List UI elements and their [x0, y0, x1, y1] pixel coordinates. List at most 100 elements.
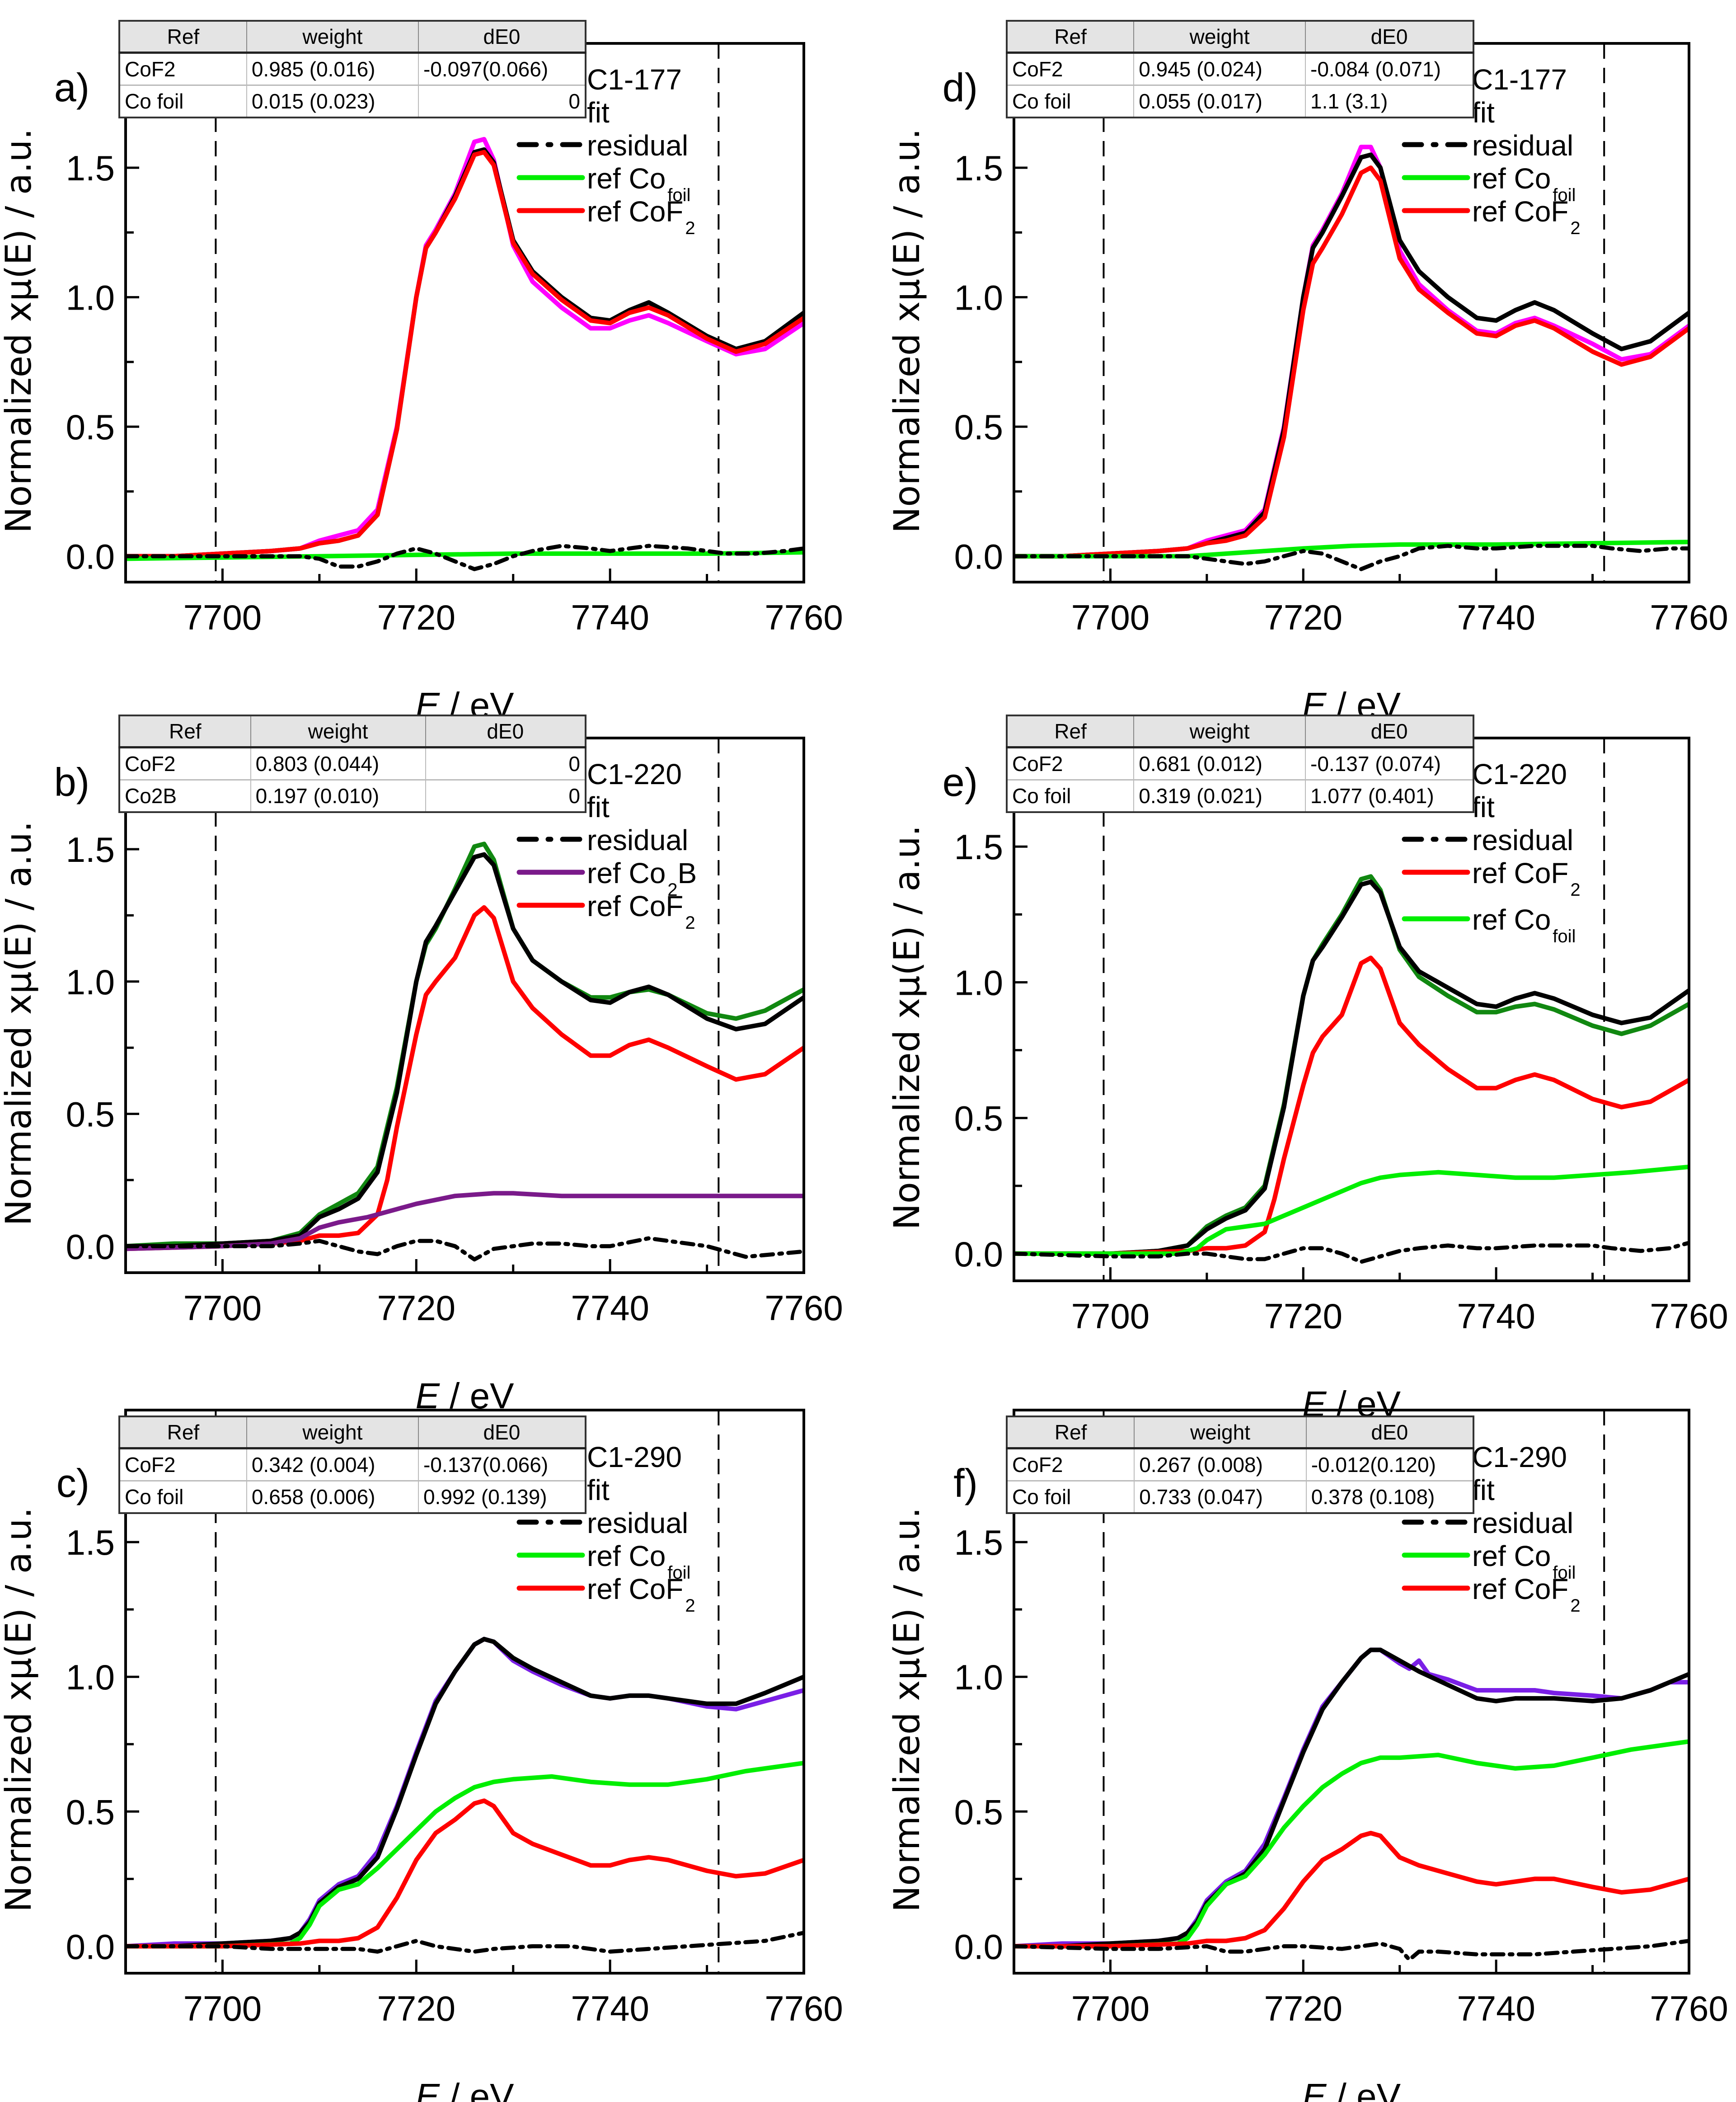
- legend-label: ref Cofoil: [1472, 903, 1576, 946]
- table-header-ref: Ref: [119, 715, 251, 748]
- table-header-de0: dE0: [1306, 1416, 1473, 1449]
- y-tick-label: 0.5: [66, 407, 115, 447]
- y-tick-label: 1.5: [66, 830, 115, 870]
- x-tick-label: 7700: [1071, 597, 1150, 637]
- table-row: CoF2 0.985 (0.016) -0.097(0.066): [119, 52, 586, 86]
- series-residual: [1014, 1939, 1689, 1962]
- legend-label: C1-177: [1472, 63, 1567, 96]
- table-row: Co foil 0.319 (0.021) 1.077 (0.401): [1007, 780, 1473, 812]
- de0-cell: 1.1 (3.1): [1310, 89, 1388, 113]
- de0-cell: 0: [425, 747, 586, 781]
- series-ref-cof2: [126, 905, 804, 1251]
- x-tick-label: 7740: [1457, 1296, 1535, 1336]
- x-tick-label: 7760: [765, 597, 843, 637]
- legend-item: residual: [1402, 824, 1573, 856]
- table-row: CoF2 0.267 (0.008) -0.012(0.120): [1007, 1448, 1473, 1481]
- x-tick-label: 7760: [1650, 1989, 1728, 2028]
- x-tick-label: 7700: [183, 1989, 262, 2028]
- table-header-weight: weight: [246, 1416, 419, 1449]
- weight-cell: 0.267 (0.008): [1134, 1448, 1307, 1481]
- table-header-de0: dE0: [425, 715, 586, 748]
- legend-label: residual: [1472, 129, 1573, 162]
- ref-cell: Co foil: [1007, 85, 1135, 118]
- table-row: CoF2 0.803 (0.044) 0: [119, 747, 586, 781]
- series-ref-co-foil: [1014, 1739, 1689, 1949]
- series-ref-co-foil: [1014, 540, 1689, 559]
- legend-label: fit: [1472, 96, 1495, 129]
- table-header-ref: Ref: [119, 1416, 247, 1449]
- y-tick-label: 1.0: [66, 962, 115, 1002]
- series-fit: [126, 852, 804, 1249]
- x-tick-label: 7720: [1264, 1989, 1343, 2028]
- legend-label: ref CoF2: [1472, 857, 1581, 900]
- series-fit: [126, 1636, 804, 1949]
- x-tick-label: 7700: [1071, 1989, 1150, 2028]
- y-tick-label: 0.0: [954, 1927, 1003, 1966]
- y-tick-label: 0.0: [954, 1234, 1003, 1274]
- y-tick-label: 0.0: [954, 537, 1003, 577]
- series-c1-290: [1014, 1647, 1689, 1949]
- panel-label: f): [953, 1461, 978, 1505]
- legend-item: ref Cofoil: [516, 162, 690, 205]
- legend-item: ref Co2B: [516, 857, 697, 900]
- y-axis-label: Normalized xμ(E) / a.u.: [0, 1507, 39, 1912]
- axes-frame: [124, 1409, 805, 1975]
- y-tick-label: 1.0: [954, 963, 1003, 1002]
- weight-cell: 0.985 (0.016): [246, 52, 419, 86]
- legend-label: residual: [587, 824, 688, 856]
- y-tick-label: 0.5: [954, 407, 1003, 447]
- legend-label: residual: [1472, 824, 1573, 856]
- panel-label: b): [54, 760, 89, 804]
- table-header-ref: Ref: [1007, 21, 1135, 54]
- legend-item: residual: [1402, 1507, 1573, 1539]
- legend-label: ref CoF2: [587, 1573, 695, 1616]
- series-residual: [1014, 1241, 1689, 1264]
- fit-results-table: Ref weight dE0 CoF2 0.803 (0.044) 0 Co2B 0.197 …: [118, 715, 586, 813]
- legend-label: fit: [1472, 1474, 1495, 1506]
- weight-cell: 0.342 (0.004): [246, 1448, 419, 1481]
- legend-label: C1-220: [587, 758, 682, 790]
- weight-cell: 0.055 (0.017): [1134, 85, 1306, 118]
- y-axis-label: Normalized xμ(E) / a.u.: [887, 128, 928, 533]
- axes-frame: [1013, 42, 1690, 583]
- legend-item: ref CoF2: [1402, 1573, 1581, 1616]
- x-tick-label: 7760: [1650, 597, 1728, 637]
- series-ref-co2b: [126, 1191, 804, 1251]
- x-tick-label: 7720: [377, 1989, 456, 2028]
- de0-cell: 0.378 (0.108): [1311, 1485, 1435, 1509]
- y-tick-label: 1.5: [954, 148, 1003, 188]
- table-header-ref: Ref: [1007, 715, 1135, 748]
- weight-cell: 0.015 (0.023): [246, 85, 419, 118]
- x-tick-label: 7740: [571, 597, 649, 637]
- panel-c: 7700 7720 7740 7760 0.0 0.5 1.0 1.5 E / eV Normal…: [0, 1409, 843, 2102]
- legend-label: C1-290: [1472, 1441, 1567, 1473]
- x-tick-label: 7700: [183, 597, 262, 637]
- panel-label: d): [943, 65, 978, 110]
- table-row: CoF2 0.681 (0.012) -0.137 (0.074): [1007, 747, 1473, 781]
- x-axis-label: E / eV: [416, 2076, 515, 2102]
- legend-label: ref Cofoil: [587, 162, 690, 205]
- series-fit: [1014, 152, 1689, 559]
- y-tick-label: 1.0: [66, 1657, 115, 1697]
- weight-cell: 0.945 (0.024): [1134, 52, 1306, 86]
- x-tick-label: 7720: [377, 597, 456, 637]
- ref-cell: CoF2: [119, 747, 251, 781]
- legend-label: ref CoF2: [587, 890, 695, 933]
- y-tick-label: 1.0: [954, 1657, 1003, 1697]
- x-tick-label: 7740: [1457, 1989, 1535, 2028]
- panel-label: c): [56, 1461, 89, 1505]
- legend-item: residual: [1402, 129, 1573, 162]
- table-header-de0: dE0: [1305, 715, 1473, 748]
- x-tick-label: 7720: [1264, 1296, 1343, 1336]
- y-tick-label: 1.5: [66, 148, 115, 188]
- x-tick-label: 7700: [1071, 1296, 1150, 1336]
- series-c1-220: [1014, 874, 1689, 1256]
- series-c1-177: [1014, 145, 1689, 559]
- legend-label: C1-290: [587, 1441, 682, 1473]
- x-tick-label: 7740: [571, 1989, 649, 2028]
- y-tick-label: 0.0: [66, 537, 115, 577]
- table-row: Co foil 0.658 (0.006) 0.992 (0.139): [119, 1481, 586, 1513]
- de0-cell: 0: [568, 784, 580, 808]
